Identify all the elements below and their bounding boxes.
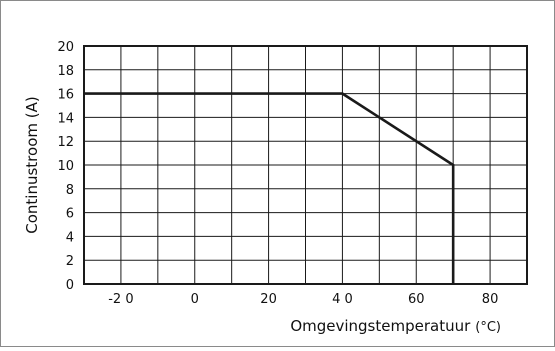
y-tick-label: 4 [66,230,74,245]
x-tick-label: 20 [260,292,277,307]
plot-border [83,45,528,285]
y-tick-label: 16 [57,88,74,103]
derating-chart: 0 2 4 6 8 10 12 14 16 18 20 -2 0 0 20 4 0 60 80 Continu… [23,40,528,335]
y-tick-label: 6 [66,207,74,222]
y-tick-label: 12 [57,135,74,150]
x-axis-unit: (°C) [475,320,501,335]
y-axis-label: Continustroom (A) [23,96,41,233]
x-tick-label: 60 [408,292,425,307]
x-tick-label: 4 0 [332,292,353,307]
grid [84,45,527,285]
y-tick-label: 14 [57,111,74,126]
x-tick-label: 0 [191,292,199,307]
x-axis-label-text: Omgevingstemperatuur [290,317,471,335]
x-tick-label: -2 0 [108,292,133,307]
y-tick-label: 8 [66,183,74,198]
y-tick-label: 0 [66,278,74,293]
y-tick-label: 20 [57,40,74,55]
y-tick-label: 18 [57,64,74,79]
y-tick-label: 10 [57,159,74,174]
y-tick-labels: 0 2 4 6 8 10 12 14 16 18 20 [57,40,74,293]
x-tick-label: 80 [482,292,499,307]
series-line [84,92,455,284]
x-axis-label: Omgevingstemperatuur (°C) [290,317,501,335]
series-group [84,92,455,284]
x-tick-labels: -2 0 0 20 4 0 60 80 [108,292,498,307]
y-tick-label: 2 [66,254,74,269]
